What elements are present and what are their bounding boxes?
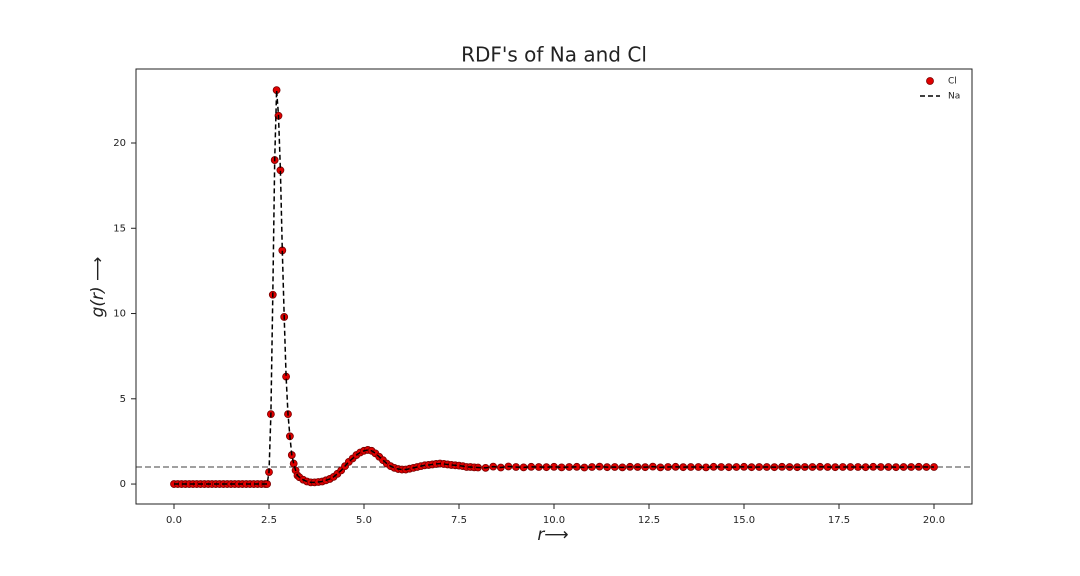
y-tick-label: 20 <box>113 138 126 149</box>
x-tick-label: 12.5 <box>638 515 660 526</box>
x-tick-label: 7.5 <box>451 515 467 526</box>
y-tick-label: 0 <box>120 479 126 490</box>
x-tick-label: 20.0 <box>923 515 945 526</box>
x-tick-label: 15.0 <box>733 515 755 526</box>
plot-frame <box>135 68 973 505</box>
x-tick-label: 10.0 <box>543 515 565 526</box>
y-axis-label: g(r) ⟶ <box>88 257 108 318</box>
x-axis-label: r⟶ <box>537 525 568 545</box>
y-tick-label: 10 <box>113 309 126 320</box>
x-tick-label: 5.0 <box>356 515 372 526</box>
x-tick-label: 0.0 <box>166 515 182 526</box>
chart-title: RDF's of Na and Cl <box>461 43 647 67</box>
data-line <box>174 90 934 485</box>
legend-label: Cl <box>948 77 957 87</box>
y-tick-label: 5 <box>120 394 126 405</box>
legend-label: Na <box>948 92 960 102</box>
x-tick-label: 2.5 <box>261 515 277 526</box>
y-tick-label: 15 <box>113 223 126 234</box>
x-tick-label: 17.5 <box>828 515 850 526</box>
legend-marker <box>926 77 934 85</box>
